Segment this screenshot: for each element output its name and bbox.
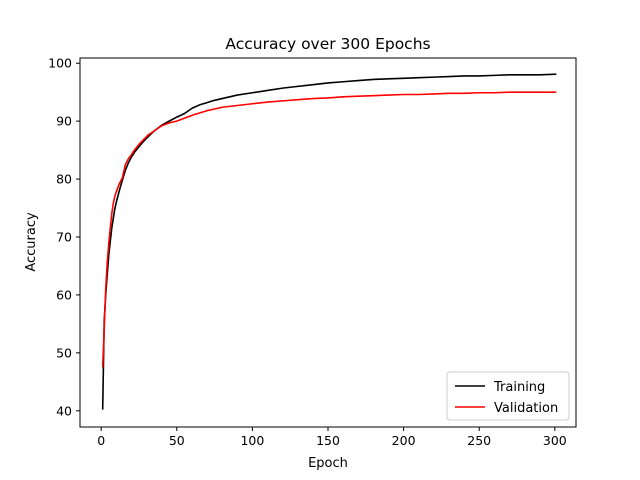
plot-frame — [79, 57, 577, 428]
chart-title: Accuracy over 300 Epochs — [225, 35, 430, 53]
x-axis-label: Epoch — [308, 456, 348, 471]
y-axis-label: Accuracy — [24, 212, 39, 272]
x-tick-label: 50 — [169, 433, 185, 448]
x-tick-label: 300 — [543, 433, 567, 448]
series-group — [101, 73, 557, 410]
legend: Training Validation — [446, 371, 570, 421]
x-tick-label: 0 — [97, 433, 105, 448]
y-tick-label: 40 — [56, 403, 72, 418]
legend-label-training: Training — [493, 380, 545, 395]
y-tick-label: 100 — [48, 56, 72, 71]
x-tick-label: 250 — [467, 433, 491, 448]
y-tick-label: 70 — [56, 229, 72, 244]
series-line-training — [101, 73, 557, 410]
y-tick-label: 50 — [56, 345, 72, 360]
x-tick-label: 150 — [316, 433, 340, 448]
legend-label-validation: Validation — [494, 401, 558, 416]
y-tick-label: 90 — [56, 114, 72, 129]
x-tick-label: 100 — [240, 433, 264, 448]
series-line-validation — [101, 91, 557, 368]
legend-box — [446, 371, 570, 421]
x-tick-label: 200 — [392, 433, 416, 448]
x-axis-ticks: 0 50 100 150 200 250 300 — [97, 427, 567, 448]
y-axis-ticks: 40 50 60 70 80 90 100 — [48, 56, 80, 418]
y-tick-label: 80 — [56, 172, 72, 187]
y-tick-label: 60 — [56, 287, 72, 302]
